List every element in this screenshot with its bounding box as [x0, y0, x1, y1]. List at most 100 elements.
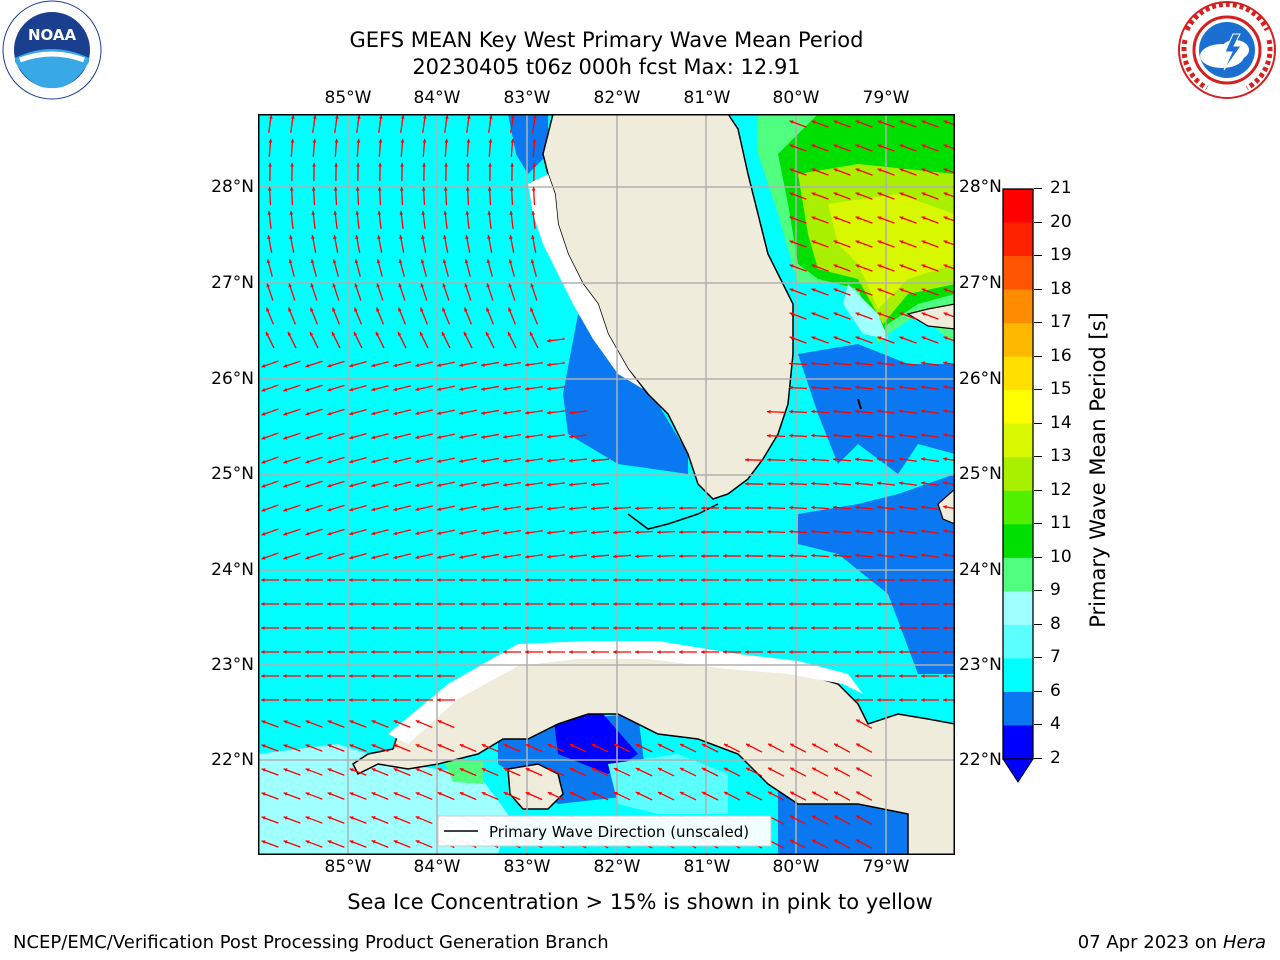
colorbar-tick-label: 13 [1050, 446, 1072, 467]
wave-arrow-head [327, 792, 332, 796]
wave-arrow-head [790, 839, 795, 844]
wave-arrow-head [833, 457, 837, 462]
wave-arrow-head [459, 387, 463, 391]
wave-arrow-head [635, 650, 639, 654]
colorbar-tick-label: 18 [1050, 278, 1072, 299]
wave-arrow-head [376, 283, 381, 288]
wave-arrow-head [855, 626, 859, 630]
wave-arrow-head [305, 698, 309, 702]
wave-arrow-head [789, 553, 793, 558]
wave-arrow-head [459, 650, 463, 654]
colorbar-bin [1003, 289, 1033, 324]
wave-arrow-head [790, 767, 795, 772]
wave-arrow-head [327, 578, 331, 582]
wave-arrow-head [487, 235, 491, 239]
colorbar-tick-label: 20 [1050, 211, 1072, 232]
wave-arrow-head [487, 211, 492, 215]
wave-arrow-head [877, 409, 881, 414]
wave-arrow-head [569, 554, 573, 559]
wave-arrow-head [943, 433, 947, 437]
wave-arrow-head [289, 187, 294, 191]
wave-arrow-head [393, 650, 397, 654]
wave-arrow-head [899, 553, 903, 558]
wave-arrow-head [855, 288, 860, 292]
wave-arrow-head [613, 530, 617, 535]
wave-arrow-head [943, 192, 948, 196]
wave-arrow-head [833, 336, 838, 340]
wave-arrow-head [877, 144, 882, 148]
wave-arrow-head [525, 530, 529, 535]
lat-label-left: 27°N [211, 273, 254, 293]
wave-arrow-head [531, 187, 536, 191]
wave-arrow-head [332, 307, 336, 312]
wave-arrow-head [355, 211, 360, 215]
wave-arrow-head [877, 120, 882, 124]
wave-arrow-head [466, 115, 471, 119]
wave-arrow-head [371, 411, 376, 416]
wave-arrow-head [811, 529, 815, 534]
wave-arrow-head [855, 433, 859, 438]
wave-arrow-head [833, 602, 837, 606]
wave-arrow-head [790, 743, 795, 748]
wave-arrow-head [486, 307, 490, 312]
wave-arrow-head [393, 792, 398, 796]
wave-arrow-head [353, 331, 358, 336]
wave-arrow-head [789, 168, 794, 172]
wave-arrow-head [415, 840, 420, 844]
wave-arrow-head [943, 505, 947, 509]
wave-arrow-head [349, 531, 354, 536]
wave-arrow-head [569, 506, 573, 511]
wave-arrow-head [943, 674, 947, 678]
wave-arrow-head [812, 839, 817, 844]
lat-label-left: 22°N [211, 750, 254, 770]
wave-arrow-head [420, 259, 425, 264]
colorbar-bin [1003, 189, 1033, 224]
wave-arrow-head [378, 115, 383, 119]
wave-arrow-head [305, 816, 310, 820]
wave-arrow-head [855, 578, 859, 582]
wave-arrow-head [283, 840, 288, 844]
wave-arrow-head [503, 626, 507, 630]
wave-arrow-head [508, 259, 513, 264]
wave-arrow-head [767, 457, 771, 462]
wave-arrow-head [525, 554, 529, 559]
colorbar-tick-mark [1034, 288, 1042, 290]
lat-label-right: 27°N [959, 273, 1002, 293]
colorbar-bin [1003, 457, 1033, 492]
wave-arrow-head [393, 626, 397, 630]
wave-arrow-head [459, 411, 463, 415]
wave-arrow-head [679, 791, 684, 796]
wave-arrow-head [415, 507, 420, 512]
wave-arrow-head [701, 767, 706, 772]
wave-arrow-head [415, 483, 420, 488]
wave-arrow-head [745, 791, 750, 796]
wave-arrow-head [437, 435, 442, 440]
wave-arrow-head [811, 312, 816, 316]
wave-arrow-head [371, 555, 376, 560]
wave-arrow-head [261, 532, 266, 536]
lat-label-left: 23°N [211, 655, 254, 675]
wave-arrow-head [503, 530, 507, 535]
wave-arrow-head [833, 553, 837, 558]
wave-arrow-head [333, 235, 337, 239]
wave-arrow-head [899, 433, 903, 438]
wave-arrow-head [268, 139, 273, 143]
wave-arrow-head [811, 120, 816, 124]
wave-arrow-head [856, 815, 861, 820]
wave-arrow-head [349, 411, 354, 416]
wave-arrow-head [943, 578, 947, 582]
wave-arrow-head [371, 674, 375, 678]
wave-arrow-head [532, 163, 536, 167]
wave-arrow-head [921, 288, 926, 292]
wave-arrow-head [701, 650, 705, 654]
wave-arrow-head [327, 816, 332, 820]
wave-arrow-head [547, 458, 551, 463]
florida-keys [627, 503, 719, 530]
wave-arrow-head [723, 602, 727, 606]
wave-arrow-head [790, 791, 795, 796]
wave-arrow-head [371, 792, 376, 796]
wave-arrow-head [371, 507, 376, 512]
footer-date-text: 07 Apr 2023 on [1077, 932, 1218, 953]
colorbar-bin [1003, 524, 1033, 559]
wave-arrow-head [789, 457, 793, 462]
